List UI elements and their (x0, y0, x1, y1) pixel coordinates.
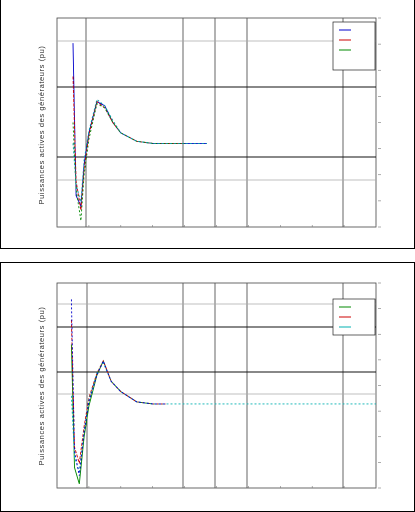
series-line (72, 103, 185, 221)
series-line (70, 299, 166, 476)
series-line (70, 319, 166, 464)
plot-area (56, 17, 377, 228)
chart-2: Puissances actives des générateurs (pu) (37, 282, 381, 489)
y-axis-label: Puissances actives des générateurs (pu) (37, 46, 46, 205)
chart-1: Puissances actives des générateurs (pu) (37, 17, 381, 228)
series-line (72, 43, 207, 208)
legend-box (332, 21, 376, 71)
legend (332, 298, 376, 336)
series-line (70, 344, 166, 485)
series-line (70, 361, 376, 472)
series-line (72, 98, 207, 203)
legend (332, 21, 376, 71)
plot-area (56, 282, 377, 489)
y-axis-label: Puissances actives des générateurs (pu) (37, 307, 46, 466)
